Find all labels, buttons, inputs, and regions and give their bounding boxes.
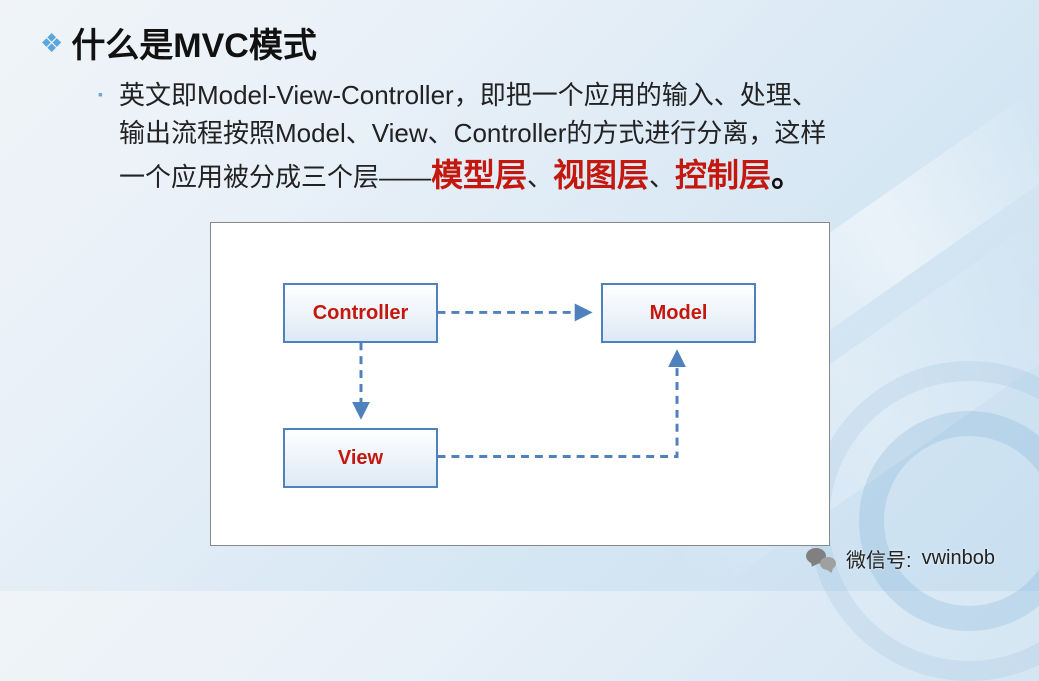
footer-value: vwinbob [922, 547, 995, 570]
body-line-3-prefix: 一个应用被分成三个层—— [119, 162, 431, 192]
layer-view: 视图层 [553, 157, 649, 193]
bg-ring [859, 411, 1039, 631]
layer-sep: 、 [527, 162, 553, 192]
slide-title: 什么是MVC模式 [71, 18, 317, 67]
footer: 微信号: vwinbob [806, 544, 995, 573]
bg-ring [809, 361, 1039, 681]
body-row: ▪ 英文即Model-View-Controller，即把一个应用的输入、处理、… [40, 77, 999, 199]
body-text: 英文即Model-View-Controller，即把一个应用的输入、处理、 输… [119, 77, 826, 199]
diagram-arrows [211, 223, 829, 545]
layer-controller: 控制层 [675, 157, 771, 193]
layer-model: 模型层 [431, 157, 527, 193]
layer-sep: 、 [649, 162, 675, 192]
title-row: ❖ 什么是MVC模式 [40, 18, 999, 67]
edge-view-model [438, 352, 678, 456]
body-line-1: 英文即Model-View-Controller，即把一个应用的输入、处理、 [119, 80, 818, 110]
body-line-2: 输出流程按照Model、View、Controller的方式进行分离，这样 [119, 118, 826, 148]
node-view: View [283, 428, 438, 488]
wechat-icon [806, 546, 836, 572]
body-period: 。 [771, 157, 803, 193]
footer-label: 微信号: [846, 544, 912, 573]
mvc-diagram: Controller Model View [210, 222, 830, 546]
node-model: Model [601, 283, 756, 343]
square-bullet-icon: ▪ [98, 87, 103, 101]
slide-content: ❖ 什么是MVC模式 ▪ 英文即Model-View-Controller，即把… [0, 0, 1039, 199]
diamond-bullet-icon: ❖ [40, 30, 63, 56]
node-controller: Controller [283, 283, 438, 343]
